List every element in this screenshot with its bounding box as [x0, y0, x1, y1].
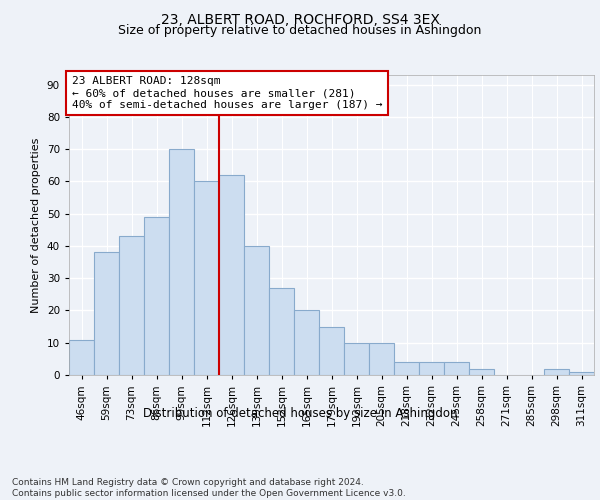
Bar: [294, 310, 319, 375]
Text: Distribution of detached houses by size in Ashingdon: Distribution of detached houses by size …: [143, 408, 457, 420]
Text: Size of property relative to detached houses in Ashingdon: Size of property relative to detached ho…: [118, 24, 482, 37]
Bar: [419, 362, 444, 375]
Bar: [169, 149, 194, 375]
Bar: [569, 372, 594, 375]
Bar: [144, 217, 169, 375]
Y-axis label: Number of detached properties: Number of detached properties: [31, 138, 41, 312]
Bar: [194, 182, 219, 375]
Bar: [269, 288, 294, 375]
Bar: [444, 362, 469, 375]
Bar: [369, 342, 394, 375]
Text: 23 ALBERT ROAD: 128sqm
← 60% of detached houses are smaller (281)
40% of semi-de: 23 ALBERT ROAD: 128sqm ← 60% of detached…: [71, 76, 382, 110]
Bar: [394, 362, 419, 375]
Text: Contains HM Land Registry data © Crown copyright and database right 2024.
Contai: Contains HM Land Registry data © Crown c…: [12, 478, 406, 498]
Bar: [94, 252, 119, 375]
Bar: [344, 342, 369, 375]
Bar: [119, 236, 144, 375]
Bar: [219, 175, 244, 375]
Bar: [469, 368, 494, 375]
Bar: [244, 246, 269, 375]
Text: 23, ALBERT ROAD, ROCHFORD, SS4 3EX: 23, ALBERT ROAD, ROCHFORD, SS4 3EX: [161, 12, 439, 26]
Bar: [319, 326, 344, 375]
Bar: [544, 368, 569, 375]
Bar: [69, 340, 94, 375]
